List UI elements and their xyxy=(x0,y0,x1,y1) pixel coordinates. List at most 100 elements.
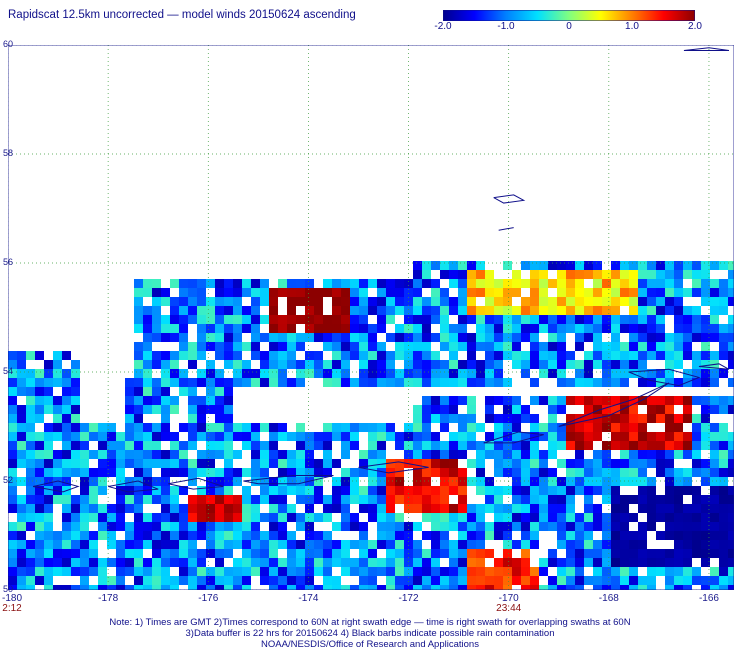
wind-cell xyxy=(404,432,413,441)
wind-cell xyxy=(431,315,440,324)
wind-cell xyxy=(539,369,548,378)
wind-cell xyxy=(647,576,656,585)
wind-cell xyxy=(413,378,422,387)
wind-cell xyxy=(296,477,305,486)
wind-cell xyxy=(251,504,260,513)
wind-cell xyxy=(197,288,206,297)
wind-cell xyxy=(368,540,377,549)
wind-cell xyxy=(386,369,395,378)
wind-cell xyxy=(647,432,656,441)
wind-cell xyxy=(359,279,368,288)
wind-cell xyxy=(413,486,422,495)
wind-cell xyxy=(251,450,260,459)
wind-cell xyxy=(161,486,170,495)
wind-cell xyxy=(314,531,323,540)
wind-cell xyxy=(512,414,521,423)
coastline xyxy=(32,47,730,493)
wind-cell xyxy=(35,432,44,441)
latitude-label: 56 xyxy=(3,257,14,267)
wind-cell xyxy=(395,549,404,558)
wind-cell xyxy=(665,441,674,450)
wind-cell xyxy=(161,324,170,333)
wind-cell xyxy=(341,306,350,315)
island-outline xyxy=(358,461,429,474)
wind-cell xyxy=(161,369,170,378)
wind-cell xyxy=(629,459,638,468)
wind-cell xyxy=(161,459,170,468)
wind-cell xyxy=(521,432,530,441)
wind-cell xyxy=(269,288,278,297)
wind-cell xyxy=(332,459,341,468)
wind-cell xyxy=(179,342,188,351)
wind-cell xyxy=(62,558,71,567)
wind-cell xyxy=(584,333,593,342)
wind-cell xyxy=(287,432,296,441)
wind-cell xyxy=(332,549,341,558)
wind-cell xyxy=(62,387,71,396)
wind-cell xyxy=(269,333,278,342)
wind-cell xyxy=(134,306,143,315)
wind-cell xyxy=(656,405,665,414)
wind-cell xyxy=(89,567,98,576)
wind-cell xyxy=(539,306,548,315)
wind-cell xyxy=(485,414,494,423)
wind-cell xyxy=(413,567,422,576)
wind-cell xyxy=(62,441,71,450)
wind-cell xyxy=(629,315,638,324)
wind-cell xyxy=(224,342,233,351)
wind-cell xyxy=(521,441,530,450)
wind-cell xyxy=(728,378,734,387)
wind-cell xyxy=(53,495,62,504)
wind-cell xyxy=(584,360,593,369)
wind-cell xyxy=(242,324,251,333)
wind-cell xyxy=(269,576,278,585)
wind-cell xyxy=(197,405,206,414)
wind-cell xyxy=(206,549,215,558)
wind-cell xyxy=(701,279,710,288)
wind-cell xyxy=(413,558,422,567)
wind-cell xyxy=(287,342,296,351)
wind-cell xyxy=(674,486,683,495)
wind-cell xyxy=(557,405,566,414)
wind-cell xyxy=(557,315,566,324)
wind-cell xyxy=(656,306,665,315)
wind-cell xyxy=(557,378,566,387)
wind-cell xyxy=(215,558,224,567)
wind-cell xyxy=(485,315,494,324)
wind-cell xyxy=(8,567,17,576)
wind-cell xyxy=(71,459,80,468)
wind-cell xyxy=(413,297,422,306)
wind-cell xyxy=(458,450,467,459)
wind-cell xyxy=(611,279,620,288)
wind-cell xyxy=(629,513,638,522)
wind-cell xyxy=(296,585,305,590)
wind-cell xyxy=(107,522,116,531)
wind-cell xyxy=(107,441,116,450)
wind-cell xyxy=(467,477,476,486)
wind-cell xyxy=(584,576,593,585)
wind-cell xyxy=(503,585,512,590)
wind-cell xyxy=(449,261,458,270)
wind-cell xyxy=(80,468,89,477)
wind-cell xyxy=(647,441,656,450)
wind-cell xyxy=(287,504,296,513)
wind-cell xyxy=(512,495,521,504)
wind-cell xyxy=(557,576,566,585)
wind-cell xyxy=(332,288,341,297)
wind-cell xyxy=(107,423,116,432)
wind-cell xyxy=(611,414,620,423)
wind-cell xyxy=(179,486,188,495)
wind-cell xyxy=(350,486,359,495)
wind-cell xyxy=(458,531,467,540)
wind-cell xyxy=(26,423,35,432)
wind-cell xyxy=(359,288,368,297)
wind-difference-cells xyxy=(8,261,734,590)
wind-cell xyxy=(503,531,512,540)
wind-cell xyxy=(611,306,620,315)
wind-cell xyxy=(719,261,728,270)
wind-cell xyxy=(548,495,557,504)
wind-cell xyxy=(53,378,62,387)
wind-cell xyxy=(332,477,341,486)
wind-cell xyxy=(539,522,548,531)
wind-cell xyxy=(386,585,395,590)
